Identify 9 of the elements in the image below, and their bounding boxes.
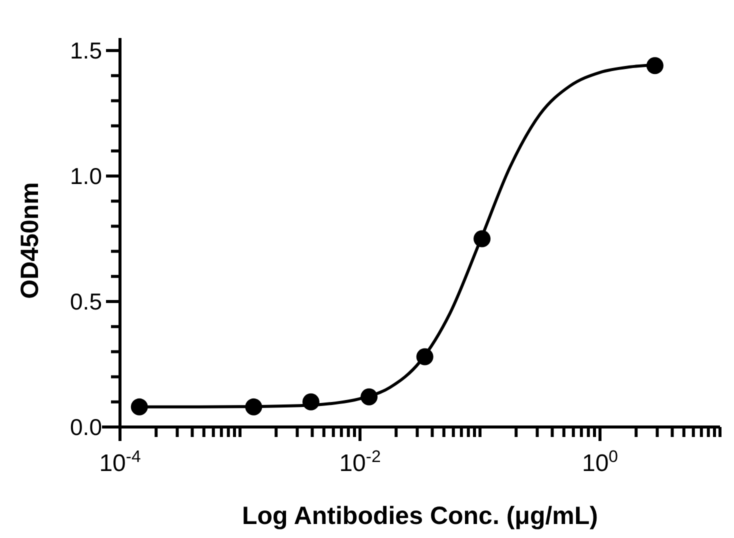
y-tick-label: 0.0 bbox=[70, 414, 102, 440]
y-tick-label: 0.5 bbox=[70, 288, 102, 315]
y-tick-label: 1.5 bbox=[70, 38, 102, 64]
y-axis-title: OD450nm bbox=[16, 182, 44, 299]
x-axis-title: Log Antibodies Conc. (μg/mL) bbox=[242, 502, 598, 530]
x-tick-label: 10$^{-2}$ bbox=[339, 446, 381, 477]
x-tick-label: 10$^{-4}$ bbox=[99, 446, 141, 477]
y-tick-label: 1.0 bbox=[70, 163, 102, 190]
x-tick-label: 10$^{0}$ bbox=[582, 446, 618, 477]
